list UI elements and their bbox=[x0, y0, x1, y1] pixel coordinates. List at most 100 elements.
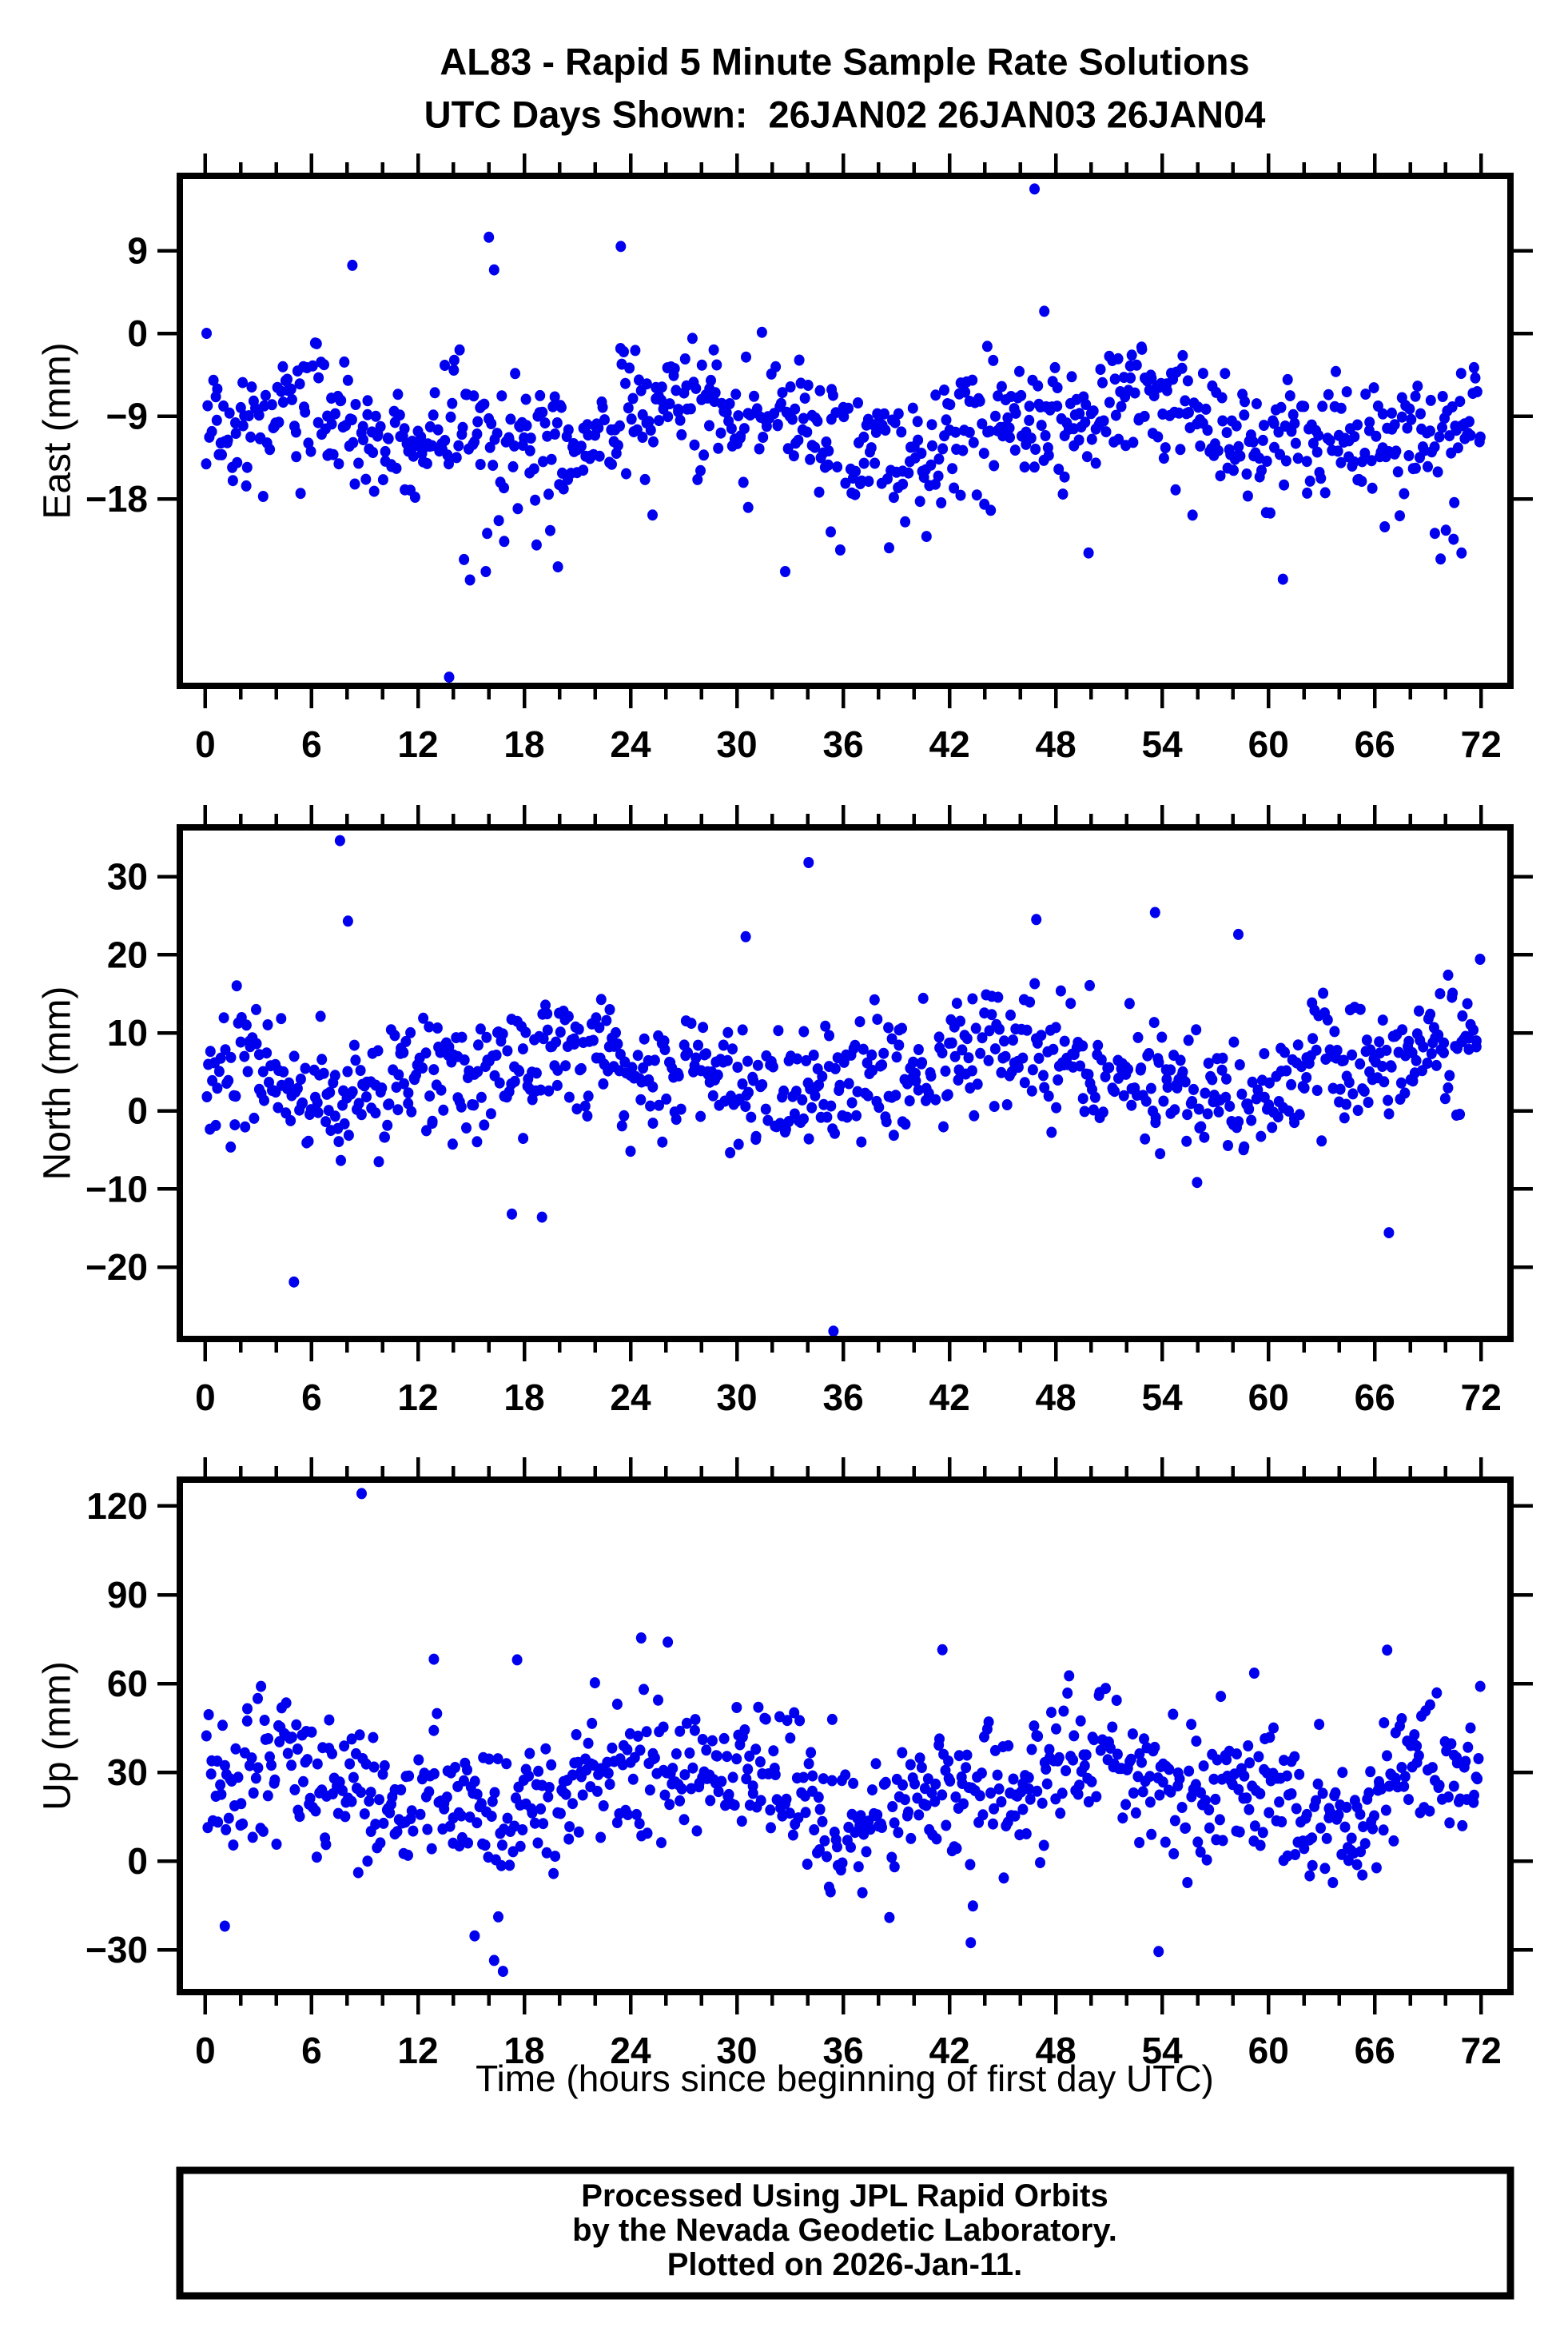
data-point bbox=[241, 480, 252, 492]
data-point bbox=[790, 1086, 802, 1098]
data-point bbox=[903, 467, 914, 479]
data-point bbox=[1360, 389, 1371, 400]
data-point bbox=[1074, 1779, 1084, 1791]
data-point bbox=[400, 1035, 412, 1047]
data-point bbox=[679, 1769, 690, 1781]
data-point bbox=[1040, 430, 1051, 441]
data-point bbox=[1053, 1751, 1065, 1763]
data-point bbox=[846, 1841, 856, 1853]
data-point bbox=[487, 1795, 498, 1807]
data-point bbox=[1468, 1024, 1479, 1036]
data-point bbox=[1302, 487, 1313, 499]
data-point bbox=[389, 1030, 400, 1042]
data-point bbox=[961, 1749, 973, 1761]
data-point bbox=[329, 1110, 340, 1122]
data-point bbox=[1217, 1835, 1228, 1847]
data-point bbox=[977, 418, 988, 430]
data-point bbox=[282, 1747, 293, 1759]
data-point bbox=[1361, 1034, 1372, 1046]
data-point bbox=[284, 1077, 295, 1089]
data-point bbox=[1212, 444, 1224, 456]
data-point bbox=[889, 416, 901, 428]
data-point bbox=[1411, 1054, 1422, 1066]
data-point bbox=[518, 1133, 529, 1145]
data-point bbox=[205, 1768, 217, 1780]
data-point bbox=[1220, 1091, 1232, 1103]
data-point bbox=[1175, 1054, 1186, 1066]
data-point bbox=[750, 1743, 762, 1755]
data-point bbox=[624, 362, 635, 374]
data-point bbox=[814, 486, 825, 498]
data-point bbox=[219, 1759, 230, 1771]
data-point bbox=[551, 1079, 563, 1091]
data-point bbox=[1168, 1708, 1179, 1720]
data-point bbox=[398, 1046, 409, 1058]
data-point bbox=[840, 477, 851, 489]
data-point bbox=[830, 1062, 841, 1074]
data-point bbox=[822, 459, 834, 471]
data-point bbox=[236, 1798, 247, 1810]
data-point bbox=[897, 1779, 908, 1791]
x-tick-label: 54 bbox=[1142, 2030, 1184, 2071]
data-point bbox=[469, 1775, 480, 1787]
data-point bbox=[232, 456, 243, 468]
data-point bbox=[955, 1015, 965, 1027]
data-point bbox=[1155, 1148, 1166, 1160]
data-point bbox=[529, 1817, 540, 1829]
data-point bbox=[245, 431, 257, 443]
x-tick-label: 48 bbox=[1036, 723, 1077, 765]
data-point bbox=[1098, 415, 1109, 427]
data-point bbox=[1411, 1740, 1423, 1752]
data-point bbox=[472, 416, 484, 428]
data-point bbox=[1234, 1059, 1245, 1070]
data-point bbox=[925, 459, 937, 471]
x-tick-label: 18 bbox=[503, 2030, 544, 2071]
data-point bbox=[874, 1102, 885, 1114]
data-point bbox=[1210, 1793, 1221, 1805]
data-point bbox=[681, 1717, 692, 1729]
data-point bbox=[683, 1046, 693, 1058]
data-point bbox=[560, 1060, 571, 1072]
data-point bbox=[444, 458, 454, 470]
data-point bbox=[348, 1039, 360, 1051]
data-point bbox=[933, 1031, 945, 1043]
data-point bbox=[543, 1085, 555, 1097]
data-point bbox=[937, 1047, 948, 1059]
data-point bbox=[536, 1211, 547, 1223]
x-tick-label: 60 bbox=[1248, 1377, 1289, 1418]
data-point bbox=[256, 1680, 267, 1692]
data-point bbox=[1080, 416, 1091, 428]
data-point bbox=[692, 473, 703, 485]
data-point bbox=[445, 411, 456, 423]
data-point bbox=[1294, 1109, 1305, 1121]
data-point bbox=[573, 1023, 584, 1035]
data-point bbox=[1049, 361, 1061, 373]
data-point bbox=[1130, 1807, 1141, 1819]
y-tick-label: 30 bbox=[107, 856, 148, 898]
data-point bbox=[1154, 1789, 1165, 1801]
data-point bbox=[1415, 408, 1426, 420]
data-point bbox=[664, 398, 675, 410]
data-point bbox=[862, 1090, 874, 1102]
data-point bbox=[1069, 1730, 1080, 1742]
data-point bbox=[623, 402, 634, 414]
data-point bbox=[1144, 1771, 1156, 1783]
data-point bbox=[333, 1136, 344, 1148]
data-point bbox=[436, 1084, 447, 1096]
data-point bbox=[1146, 1828, 1157, 1840]
data-point bbox=[1286, 1788, 1297, 1799]
data-point bbox=[1112, 1748, 1123, 1760]
data-point bbox=[659, 1044, 671, 1055]
x-tick-label: 30 bbox=[716, 723, 757, 765]
data-point bbox=[784, 1807, 795, 1819]
data-point bbox=[1244, 1803, 1255, 1815]
data-point bbox=[1395, 510, 1405, 522]
data-point bbox=[1165, 1786, 1176, 1798]
data-point bbox=[1009, 444, 1021, 456]
data-point bbox=[1016, 389, 1027, 401]
data-point bbox=[468, 390, 480, 402]
data-point bbox=[1192, 1177, 1203, 1189]
data-point bbox=[1472, 1773, 1483, 1785]
data-point bbox=[893, 1039, 905, 1051]
data-point bbox=[1335, 1083, 1346, 1095]
